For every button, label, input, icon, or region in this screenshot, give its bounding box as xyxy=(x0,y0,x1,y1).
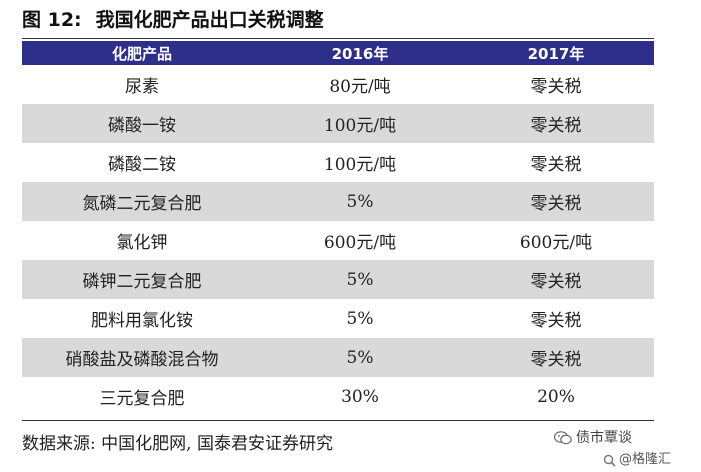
table-row: 肥料用氯化铵 5% 零关税 xyxy=(22,299,654,338)
table-row: 硝酸盐及磷酸混合物 5% 零关税 xyxy=(22,338,654,377)
tariff-2017-cell: 零关税 xyxy=(530,77,582,97)
source-note: 数据来源: 中国化肥网, 国泰君安证券研究 xyxy=(22,434,333,454)
table-row: 氯化钾 600元/吨 600元/吨 xyxy=(22,221,654,260)
wechat-icon xyxy=(554,431,572,445)
wechat-account-name: 债市覃谈 xyxy=(576,430,632,446)
product-cell: 尿素 xyxy=(125,77,159,97)
tariff-2016-cell: 600元/吨 xyxy=(323,233,397,253)
table-row: 氮磷二元复合肥 5% 零关税 xyxy=(22,182,654,221)
product-cell: 三元复合肥 xyxy=(99,389,185,409)
tariff-2017-cell: 零关税 xyxy=(458,182,654,221)
search-icon xyxy=(603,454,616,467)
tariff-2017-cell: 零关税 xyxy=(530,311,582,331)
table-row: 磷钾二元复合肥 5% 零关税 xyxy=(22,260,654,299)
top-rule xyxy=(22,38,654,39)
table-row: 磷酸二铵 100元/吨 零关税 xyxy=(22,143,654,182)
header-2016: 2016年 xyxy=(262,41,458,65)
product-cell: 磷钾二元复合肥 xyxy=(22,260,262,299)
tariff-2017-cell: 零关税 xyxy=(458,260,654,299)
table-row: 尿素 80元/吨 零关税 xyxy=(22,65,654,104)
header-product: 化肥产品 xyxy=(22,41,262,65)
tariff-table: 化肥产品 2016年 2017年 尿素 80元/吨 零关税 磷酸一铵 100元/… xyxy=(22,41,654,416)
tariff-2016-cell: 100元/吨 xyxy=(323,155,397,175)
wechat-watermark: 债市覃谈 xyxy=(554,428,632,448)
tariff-2016-cell: 80元/吨 xyxy=(329,77,391,97)
header-2017: 2017年 xyxy=(458,41,654,65)
tariff-2016-cell: 30% xyxy=(341,386,379,407)
figure-label: 图 12: xyxy=(22,9,82,31)
tariff-2016-cell: 5% xyxy=(262,182,458,221)
app-watermark: @格隆汇 xyxy=(603,451,671,469)
product-cell: 氮磷二元复合肥 xyxy=(22,182,262,221)
tariff-2017-cell: 零关税 xyxy=(530,155,582,175)
table-header-row: 化肥产品 2016年 2017年 xyxy=(22,41,654,65)
table-row: 三元复合肥 30% 20% xyxy=(22,377,654,416)
table-row: 磷酸一铵 100元/吨 零关税 xyxy=(22,104,654,143)
bottom-rule xyxy=(22,420,654,421)
tariff-2017-cell: 20% xyxy=(537,386,575,407)
tariff-2016-cell: 100元/吨 xyxy=(262,104,458,143)
tariff-2017-cell: 零关税 xyxy=(458,338,654,377)
tariff-2016-cell: 5% xyxy=(262,338,458,377)
app-name: @格隆汇 xyxy=(619,452,672,467)
product-cell: 硝酸盐及磷酸混合物 xyxy=(22,338,262,377)
figure-title-text: 我国化肥产品出口关税调整 xyxy=(95,9,324,31)
product-cell: 氯化钾 xyxy=(116,233,168,253)
product-cell: 磷酸二铵 xyxy=(108,155,176,175)
figure-title: 图 12: 我国化肥产品出口关税调整 xyxy=(22,6,324,34)
product-cell: 磷酸一铵 xyxy=(22,104,262,143)
tariff-2016-cell: 5% xyxy=(262,260,458,299)
product-cell: 肥料用氯化铵 xyxy=(91,311,193,331)
tariff-2016-cell: 5% xyxy=(346,308,374,329)
tariff-2017-cell: 600元/吨 xyxy=(519,233,593,253)
tariff-2017-cell: 零关税 xyxy=(458,104,654,143)
